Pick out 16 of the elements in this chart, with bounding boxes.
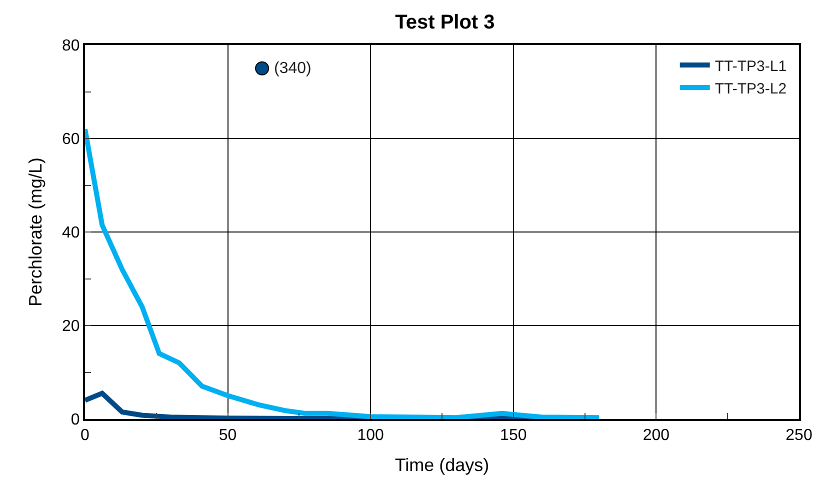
y-tick-label: 60 (62, 131, 80, 148)
legend-label: TT-TP3-L1 (714, 58, 787, 75)
x-tick-label: 250 (786, 427, 812, 444)
y-tick-label: 80 (62, 38, 80, 55)
y-tick-label: 40 (62, 224, 80, 242)
legend-label: TT-TP3-L2 (714, 80, 787, 98)
y-tick-label: 0 (70, 412, 80, 429)
x-tick-label: 150 (500, 427, 527, 444)
annotation: (340) (274, 60, 312, 77)
x-axis-title: Time (days) (394, 454, 490, 475)
x-tick-label: 200 (642, 427, 670, 444)
chart-title: Test Plot 3 (395, 12, 495, 34)
x-tick-label: 100 (357, 427, 384, 444)
x-tick-label: 50 (218, 427, 237, 444)
y-tick-label: 20 (62, 318, 80, 336)
y-axis-title: Perchlorate (mg/L) (26, 157, 46, 307)
